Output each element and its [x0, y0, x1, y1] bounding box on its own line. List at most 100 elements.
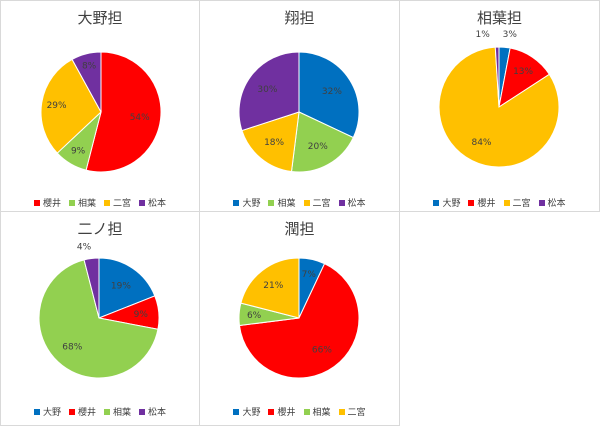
pie-slice [494, 46, 500, 108]
data-label: 68% [62, 342, 82, 352]
chart-title-2: 相葉担 [476, 9, 522, 27]
pie-slice [238, 51, 300, 132]
legend-label: 松本 [347, 199, 366, 209]
legend-label: 松本 [148, 199, 167, 209]
legend-swatch [233, 408, 240, 415]
legend-item: 大野 [33, 405, 61, 418]
pie-slice [98, 257, 156, 319]
legend-item: 松本 [538, 196, 566, 209]
legend-item: 相葉 [268, 196, 296, 209]
legend-swatch [268, 408, 275, 415]
legend-item: 櫻井 [268, 405, 296, 418]
legend-item: 大野 [433, 196, 460, 209]
data-label: 54% [130, 113, 150, 123]
legend-label: 櫻井 [477, 199, 496, 209]
legend-item: 櫻井 [33, 196, 61, 209]
pie-chart-4: 7% 66% 6% 21% [238, 257, 360, 379]
pie-slice [38, 259, 159, 379]
data-label: 7% [302, 270, 317, 280]
legend-item: 大野 [233, 405, 260, 418]
legend-label: 櫻井 [77, 408, 96, 418]
legend-label: 二宮 [347, 408, 366, 418]
pie-slice [238, 263, 360, 379]
legend-1: 大野 相葉 二宮 松本 [200, 196, 399, 209]
chart-panel-2: 3% 13% 84% 1% 相葉担 大野 櫻井 二宮 松本 [399, 0, 600, 212]
data-label: 9% [134, 310, 149, 320]
data-label: 32% [322, 87, 342, 97]
data-label: 30% [257, 85, 277, 95]
data-label: 29% [47, 101, 67, 111]
legend-label: 大野 [242, 408, 261, 418]
data-label: 6% [247, 311, 262, 321]
pie-slice [85, 51, 162, 173]
legend-label: 二宮 [312, 199, 331, 209]
chart-title-4: 潤担 [284, 220, 315, 238]
chart-panel-3: 19% 9% 68% 4% 二ノ担 大野 櫻井 相葉 松本 [0, 211, 200, 426]
data-label: 84% [471, 138, 491, 148]
legend-item: 松本 [139, 405, 166, 418]
chart-panel-0: 54% 9% 29% 8% 大野担 櫻井 相葉 二宮 松本 [0, 0, 200, 212]
data-label: 13% [513, 67, 533, 77]
legend-swatch [268, 199, 275, 206]
legend-swatch [139, 408, 146, 415]
legend-item: 櫻井 [68, 405, 96, 418]
legend-label: 大野 [42, 408, 61, 418]
data-label: 18% [264, 138, 284, 148]
legend-swatch [303, 199, 310, 206]
legend-label: 櫻井 [42, 199, 61, 209]
legend-item: 二宮 [503, 196, 531, 209]
legend-item: 大野 [233, 196, 260, 209]
legend-0: 櫻井 相葉 二宮 松本 [1, 196, 199, 209]
legend-swatch [33, 408, 40, 415]
legend-item: 二宮 [104, 196, 131, 209]
legend-swatch [503, 199, 510, 206]
chart-panel-1: 32% 20% 18% 30% 翔担 大野 相葉 二宮 松本 [199, 0, 400, 212]
legend-swatch [538, 199, 545, 206]
legend-label: 相葉 [77, 199, 96, 209]
legend-4: 大野 櫻井 相葉 二宮 [200, 405, 399, 418]
data-label: 20% [308, 142, 328, 152]
data-label: 19% [111, 282, 131, 292]
chart-title-3: 二ノ担 [77, 220, 123, 238]
legend-item: 櫻井 [468, 196, 496, 209]
data-label: 3% [503, 30, 518, 40]
data-label: 4% [77, 243, 92, 253]
legend-swatch [468, 199, 475, 206]
legend-swatch [68, 199, 75, 206]
legend-swatch [104, 199, 110, 206]
legend-swatch [233, 199, 240, 206]
legend-label: 松本 [148, 408, 167, 418]
pie-chart-3: 19% 9% 68% 4% [38, 243, 160, 379]
pie-chart-1: 32% 20% 18% 30% [238, 51, 360, 173]
legend-3: 大野 櫻井 相葉 松本 [1, 405, 199, 418]
data-label: 21% [263, 281, 283, 291]
pie-slice [40, 58, 102, 154]
legend-2: 大野 櫻井 二宮 松本 [400, 196, 599, 209]
legend-item: 相葉 [303, 405, 331, 418]
legend-swatch [104, 408, 110, 415]
legend-item: 二宮 [303, 196, 331, 209]
data-label: 66% [312, 346, 332, 356]
legend-label: 大野 [242, 199, 261, 209]
legend-swatch [68, 408, 75, 415]
legend-swatch [303, 408, 310, 415]
legend-item: 相葉 [104, 405, 131, 418]
pie-chart-0: 54% 9% 29% 8% [40, 51, 162, 173]
chart-panel-4: 7% 66% 6% 21% 潤担 大野 櫻井 相葉 二宮 [199, 211, 400, 426]
legend-label: 櫻井 [277, 408, 296, 418]
pie-slice [241, 111, 300, 173]
legend-label: 松本 [547, 199, 566, 209]
legend-item: 二宮 [338, 405, 366, 418]
pie-slice [83, 257, 100, 319]
chart-title-1: 翔担 [284, 9, 315, 27]
data-label: 9% [71, 147, 86, 157]
legend-label: 大野 [442, 199, 461, 209]
legend-label: 二宮 [512, 199, 531, 209]
legend-label: 二宮 [113, 199, 132, 209]
legend-label: 相葉 [277, 199, 296, 209]
legend-swatch [139, 199, 146, 206]
pie-slice [298, 51, 360, 139]
pie-slice [290, 111, 354, 173]
legend-swatch [433, 199, 440, 206]
